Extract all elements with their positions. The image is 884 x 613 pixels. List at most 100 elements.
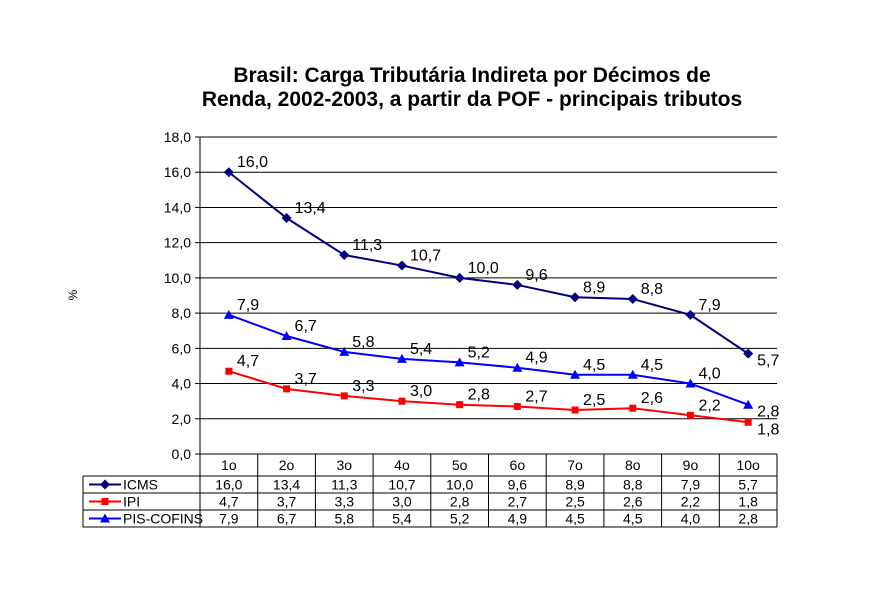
table-cell: 1,8	[738, 494, 758, 510]
data-label: 5,8	[352, 334, 374, 351]
data-label: 6,7	[295, 318, 317, 335]
data-point	[512, 279, 523, 290]
chart-title-line2: Renda, 2002-2003, a partir da POF - prin…	[202, 88, 742, 111]
table-cell: 4,7	[219, 494, 239, 510]
x-category-label: 4o	[394, 457, 410, 473]
data-label: 13,4	[295, 200, 326, 217]
table-cell: 5,2	[450, 511, 470, 527]
data-label: 8,8	[641, 281, 663, 298]
table-cell: 8,8	[623, 477, 643, 493]
legend-label: ICMS	[123, 477, 158, 493]
data-point	[223, 167, 234, 178]
y-tick-label: 16,0	[164, 164, 191, 180]
series-icms: 16,0 13,4 11,3 10,7 10,0 9,6 8,9 8,8 7,9 5,7	[223, 154, 779, 370]
x-category-label: 9o	[683, 457, 699, 473]
data-label: 4,7	[237, 353, 259, 370]
data-label: 2,6	[641, 390, 663, 407]
data-label: 10,7	[410, 248, 441, 265]
table-cell: 2,2	[681, 494, 701, 510]
data-point	[283, 385, 291, 393]
data-label: 1,8	[757, 421, 779, 438]
table-cell: 4,5	[565, 511, 585, 527]
series-layer: 16,0 13,4 11,3 10,7 10,0 9,6 8,9 8,8 7,9 5,7 4,7 3,…	[223, 154, 779, 438]
data-label: 5,2	[468, 344, 490, 361]
data-point	[281, 331, 292, 341]
data-label: 9,6	[525, 267, 547, 284]
table-cell: 7,9	[681, 477, 701, 493]
data-label: 4,0	[698, 366, 720, 383]
gridlines	[199, 136, 777, 454]
data-point	[225, 367, 233, 375]
y-tick-label: 6,0	[172, 340, 192, 356]
y-tick-label: 8,0	[172, 305, 192, 321]
data-point	[396, 260, 407, 271]
legend-key	[89, 479, 121, 490]
y-tick-label: 18,0	[164, 129, 191, 145]
table-cell: 2,6	[623, 494, 643, 510]
table-cell: 4,5	[623, 511, 643, 527]
legend-key	[89, 513, 121, 523]
data-point	[627, 369, 638, 379]
x-category-label: 5o	[452, 457, 468, 473]
legend-label: PIS-COFINS	[123, 511, 203, 527]
data-point	[627, 294, 638, 305]
table-cell: 16,0	[215, 477, 242, 493]
data-label: 2,5	[583, 392, 605, 409]
data-point	[512, 362, 523, 372]
y-axis-label: %	[66, 289, 80, 300]
series-line	[228, 313, 749, 406]
data-point	[570, 369, 581, 379]
data-point	[743, 399, 754, 409]
table-cell: 6,7	[277, 511, 297, 527]
x-category-label: 2o	[279, 457, 295, 473]
y-tick-label: 2,0	[172, 411, 192, 427]
data-label: 3,3	[352, 378, 374, 395]
data-point	[339, 249, 350, 260]
y-axis-ticks: 0,0 2,0 4,0 6,0 8,0 10,0 12,0 14,0 16,0 18,0	[164, 129, 200, 462]
data-label: 2,8	[757, 404, 779, 421]
table-cell: 2,8	[738, 511, 758, 527]
table-cell: 5,8	[335, 511, 355, 527]
table-cell: 3,3	[335, 494, 355, 510]
data-point	[513, 402, 521, 410]
data-label: 7,9	[237, 297, 259, 314]
data-label: 16,0	[237, 154, 268, 171]
table-cell: 10,0	[446, 477, 473, 493]
x-category-label: 7o	[567, 457, 583, 473]
series-line	[228, 171, 749, 355]
data-label: 3,0	[410, 383, 432, 400]
data-label: 10,0	[468, 260, 499, 277]
data-label: 2,8	[468, 387, 490, 404]
data-label: 7,9	[698, 297, 720, 314]
data-point	[454, 272, 465, 283]
x-category-label: 8o	[625, 457, 641, 473]
table-cell: 5,4	[392, 511, 412, 527]
data-point	[100, 479, 110, 490]
data-label: 2,2	[698, 397, 720, 414]
y-tick-label: 0,0	[172, 446, 192, 462]
data-point	[398, 397, 406, 405]
data-label: 11,3	[352, 237, 382, 254]
data-label: 5,4	[410, 341, 432, 358]
y-tick-label: 14,0	[164, 199, 191, 215]
table-cell: 2,8	[450, 494, 470, 510]
data-point	[101, 498, 109, 505]
table-cell: 9,6	[508, 477, 528, 493]
data-point	[100, 513, 110, 523]
data-point	[686, 411, 694, 419]
y-tick-label: 12,0	[164, 235, 191, 251]
data-point	[685, 309, 696, 320]
table-cell: 2,5	[565, 494, 585, 510]
data-point	[456, 401, 464, 409]
y-tick-label: 4,0	[172, 376, 192, 392]
table-cell: 11,3	[331, 477, 357, 493]
x-category-label: 1o	[221, 457, 237, 473]
data-point	[743, 348, 754, 359]
x-category-label: 10o	[736, 457, 760, 473]
table-cell: 7,9	[219, 511, 239, 527]
x-category-label: 3o	[336, 457, 352, 473]
x-category-label: 6o	[510, 457, 526, 473]
data-point	[629, 404, 637, 412]
data-label: 4,5	[583, 357, 605, 374]
